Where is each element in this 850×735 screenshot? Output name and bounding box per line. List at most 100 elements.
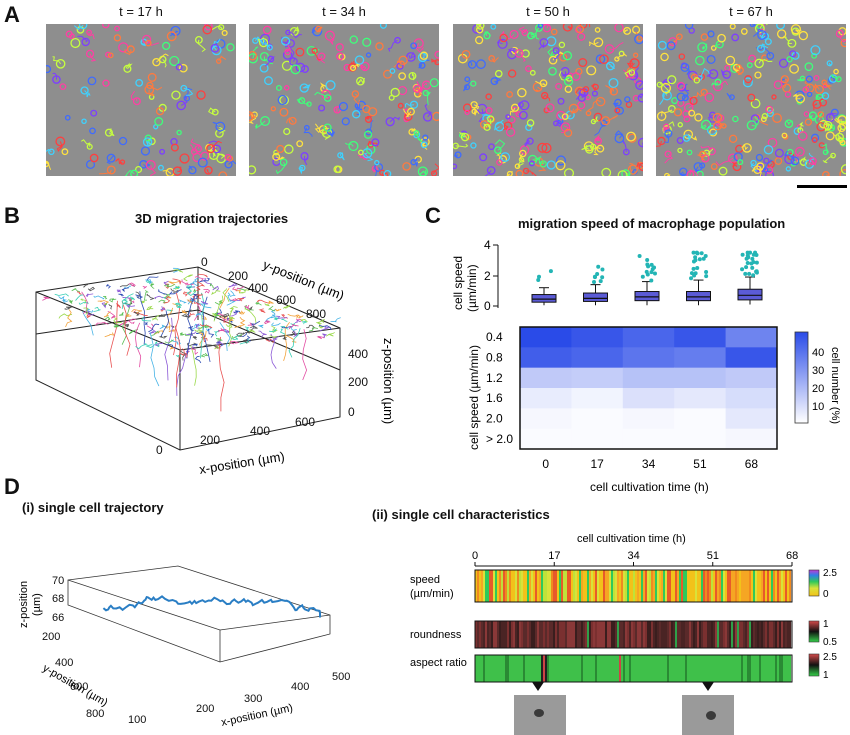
aspect-bar [723, 655, 726, 682]
aspect-bar [557, 655, 560, 682]
speed-bar [749, 570, 752, 602]
roundness-bar [689, 621, 692, 648]
heat-cell [674, 367, 727, 389]
speed-bar [631, 570, 634, 602]
outlier-point [637, 254, 642, 259]
time-label-3: t = 67 h [729, 4, 773, 19]
aspect-bar [599, 655, 602, 682]
roundness-bar [593, 621, 596, 648]
speed-bar [733, 570, 736, 602]
aspect-bar [665, 655, 668, 682]
time-axis-label: cell cultivation time (h) [577, 533, 686, 545]
roundness-bar [753, 621, 756, 648]
aspect-bar [767, 655, 770, 682]
roundness-bar [653, 621, 656, 648]
roundness-bar [617, 621, 620, 648]
roundness-bar [741, 621, 744, 648]
speed-bar [659, 570, 662, 602]
aspect-bar [757, 655, 760, 682]
x-tick-200: 200 [200, 433, 220, 447]
speed-bar [545, 570, 548, 602]
heat-cell [520, 327, 572, 348]
speed-bar [735, 570, 738, 602]
roundness-bar [501, 621, 504, 648]
outlier-point [592, 275, 597, 280]
aspect-bar [595, 655, 598, 682]
speed-bar [495, 570, 498, 602]
x-tick-600: 600 [295, 415, 315, 429]
speed-bar [483, 570, 486, 602]
traj-z-label-1: z-position [18, 581, 30, 628]
aspect-bar [657, 655, 660, 682]
time-tick-label: 17 [548, 550, 560, 562]
roundness-bar [735, 621, 738, 648]
speed-bar [481, 570, 484, 602]
speed-bar [779, 570, 782, 602]
roundness-bar [571, 621, 574, 648]
speed-bar [695, 570, 698, 602]
roundness-bar [663, 621, 666, 648]
aspect-bar [503, 655, 506, 682]
aspect-bar [689, 655, 692, 682]
speed-bar [645, 570, 648, 602]
aspect-bar [747, 655, 750, 682]
speed-bar [767, 570, 770, 602]
roundness-bar [775, 621, 778, 648]
heatmap-ylabel: cell speed (µm/min) [467, 345, 481, 450]
speed-bar [637, 570, 640, 602]
heat-col-label: 68 [745, 457, 759, 471]
roundness-bar [695, 621, 698, 648]
roundness-bar [771, 621, 774, 648]
speed-bar [675, 570, 678, 602]
aspect-bar [567, 655, 570, 682]
heat-cell [622, 367, 675, 389]
row-speed-label-1: speed [410, 574, 440, 586]
roundness-bar [749, 621, 752, 648]
roundness-bar [505, 621, 508, 648]
aspect-bar [789, 655, 792, 682]
roundness-bar [747, 621, 750, 648]
speed-bar [689, 570, 692, 602]
heat-cell [725, 428, 778, 450]
aspect-bar [593, 655, 596, 682]
roundness-bar [563, 621, 566, 648]
aspect-bar [717, 655, 720, 682]
aspect-bar [703, 655, 706, 682]
speed-bar [597, 570, 600, 602]
roundness-bar [509, 621, 512, 648]
speed-bar [729, 570, 732, 602]
aspect-bar [635, 655, 638, 682]
speed-bar [577, 570, 580, 602]
aspect-bar [741, 655, 744, 682]
aspect-bar [587, 655, 590, 682]
roundness-bar [537, 621, 540, 648]
outlier-point [645, 258, 650, 263]
speed-bar [759, 570, 762, 602]
roundness-bar [637, 621, 640, 648]
aspect-bar [649, 655, 652, 682]
speed-bar [513, 570, 516, 602]
aspect-bar [533, 655, 536, 682]
speed-bar [585, 570, 588, 602]
roundness-bar [661, 621, 664, 648]
roundness-bar [497, 621, 500, 648]
z-tick-66: 66 [52, 612, 64, 624]
aspect-bar [669, 655, 672, 682]
outlier-point [649, 270, 654, 275]
speed-bar [681, 570, 684, 602]
roundness-bar [485, 621, 488, 648]
heat-row-label: > 2.0 [486, 432, 513, 446]
outlier-point [693, 255, 698, 260]
aspect-bar [565, 655, 568, 682]
time-tick-label: 68 [786, 550, 798, 562]
speed-bar [723, 570, 726, 602]
panel-b-title: 3D migration trajectories [135, 211, 289, 226]
aspect-bar [583, 655, 586, 682]
speed-bar [609, 570, 612, 602]
roundness-bar [779, 621, 782, 648]
speed-bar [711, 570, 714, 602]
roundness-bar [555, 621, 558, 648]
heat-cell [571, 428, 624, 450]
cell-thumbnail-2 [682, 695, 734, 735]
roundness-bar [495, 621, 498, 648]
